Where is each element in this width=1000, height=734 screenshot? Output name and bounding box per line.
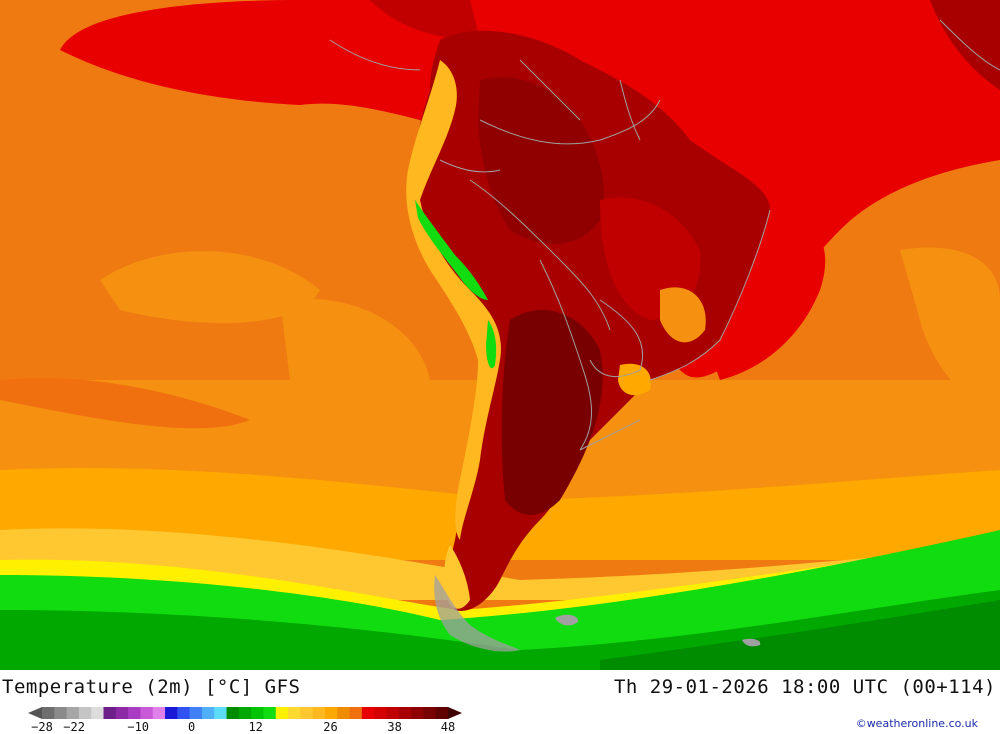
map-footer: Temperature (2m) [°C] GFS Th 29-01-2026 … — [0, 670, 1000, 734]
colorbar-segment — [411, 707, 424, 719]
colorbar-segment — [214, 707, 227, 719]
colorbar-segment — [238, 707, 252, 719]
colorbar-segment — [349, 707, 363, 719]
colorbar-tick-label: −28 — [31, 720, 53, 734]
map-title: Temperature (2m) [°C] GFS — [2, 676, 301, 698]
temperature-colorbar — [28, 707, 462, 719]
andes-mild-spine — [406, 60, 501, 540]
falkland-islands — [555, 614, 579, 626]
colorbar-segment — [386, 707, 400, 719]
colorbar-tick-label: 0 — [187, 720, 196, 734]
colorbar-segment — [103, 707, 117, 719]
colorbar-min-arrow — [28, 707, 42, 719]
ocean-patch-pacific — [100, 251, 320, 324]
colorbar-segment — [226, 707, 240, 719]
colorbar-segment — [374, 707, 387, 719]
chaco-pampas-hottest — [501, 310, 603, 515]
south-brazil-cooler — [618, 363, 651, 396]
colorbar-segment — [324, 707, 338, 719]
colorbar-tick-label: 26 — [323, 720, 338, 734]
map-canvas — [0, 0, 1000, 670]
colorbar-tick-label: 38 — [387, 720, 402, 734]
brazil-highland-cooler — [660, 287, 706, 343]
colorbar-segment — [337, 707, 350, 719]
colorbar-tick-label: −10 — [127, 720, 150, 734]
colorbar-segment — [288, 707, 301, 719]
colorbar-max-arrow — [448, 707, 462, 719]
colorbar-segment — [140, 707, 154, 719]
ocean-patch-west — [0, 378, 250, 429]
temperature-map[interactable] — [0, 0, 1000, 670]
colorbar-segment — [152, 707, 166, 719]
tierra-del-fuego-islands — [434, 575, 520, 652]
colorbar-segment — [177, 707, 191, 719]
country-borders — [329, 19, 1000, 451]
colorbar-segment — [78, 707, 92, 719]
andes-cold-peaks — [415, 200, 488, 300]
valid-time: Th 29-01-2026 18:00 UTC (00+114) — [613, 676, 996, 698]
credit-link[interactable]: ©weatheronline.co.uk — [855, 717, 978, 730]
colorbar-segment — [66, 707, 80, 719]
colorbar-tick-label: 48 — [440, 720, 456, 734]
patagonia-mild — [444, 545, 470, 609]
colorbar-segment — [251, 707, 264, 719]
colorbar-segment — [275, 707, 289, 719]
colorbar-segment — [165, 707, 178, 719]
ocean-patch-east — [900, 247, 1000, 420]
colorbar-segment — [128, 707, 141, 719]
central-america-hot — [370, 0, 480, 40]
colorbar-segment — [423, 707, 437, 719]
colorbar-segment — [361, 707, 375, 719]
colorbar-tick-label: 12 — [248, 720, 263, 734]
colorbar-segment — [115, 707, 129, 719]
colorbar-segment — [201, 707, 215, 719]
ocean-patch-pacific-2 — [280, 298, 430, 410]
southern-coldest-band — [600, 600, 1000, 670]
colorbar-segment — [300, 707, 314, 719]
amazon-hottest — [478, 77, 604, 244]
colorbar-segment — [398, 707, 412, 719]
colorbar-segment — [54, 707, 67, 719]
colorbar-segment — [91, 707, 104, 719]
colorbar-segment — [189, 707, 203, 719]
colorbar-segment — [312, 707, 326, 719]
colorbar-tick-label: −22 — [63, 720, 85, 734]
colorbar-segment — [42, 707, 55, 719]
colorbar-segment — [435, 707, 449, 719]
south-georgia-island — [742, 638, 761, 647]
colorbar-segment — [263, 707, 277, 719]
africa-hot-corner — [930, 0, 1000, 90]
andes-cold-peaks-south — [486, 320, 497, 369]
